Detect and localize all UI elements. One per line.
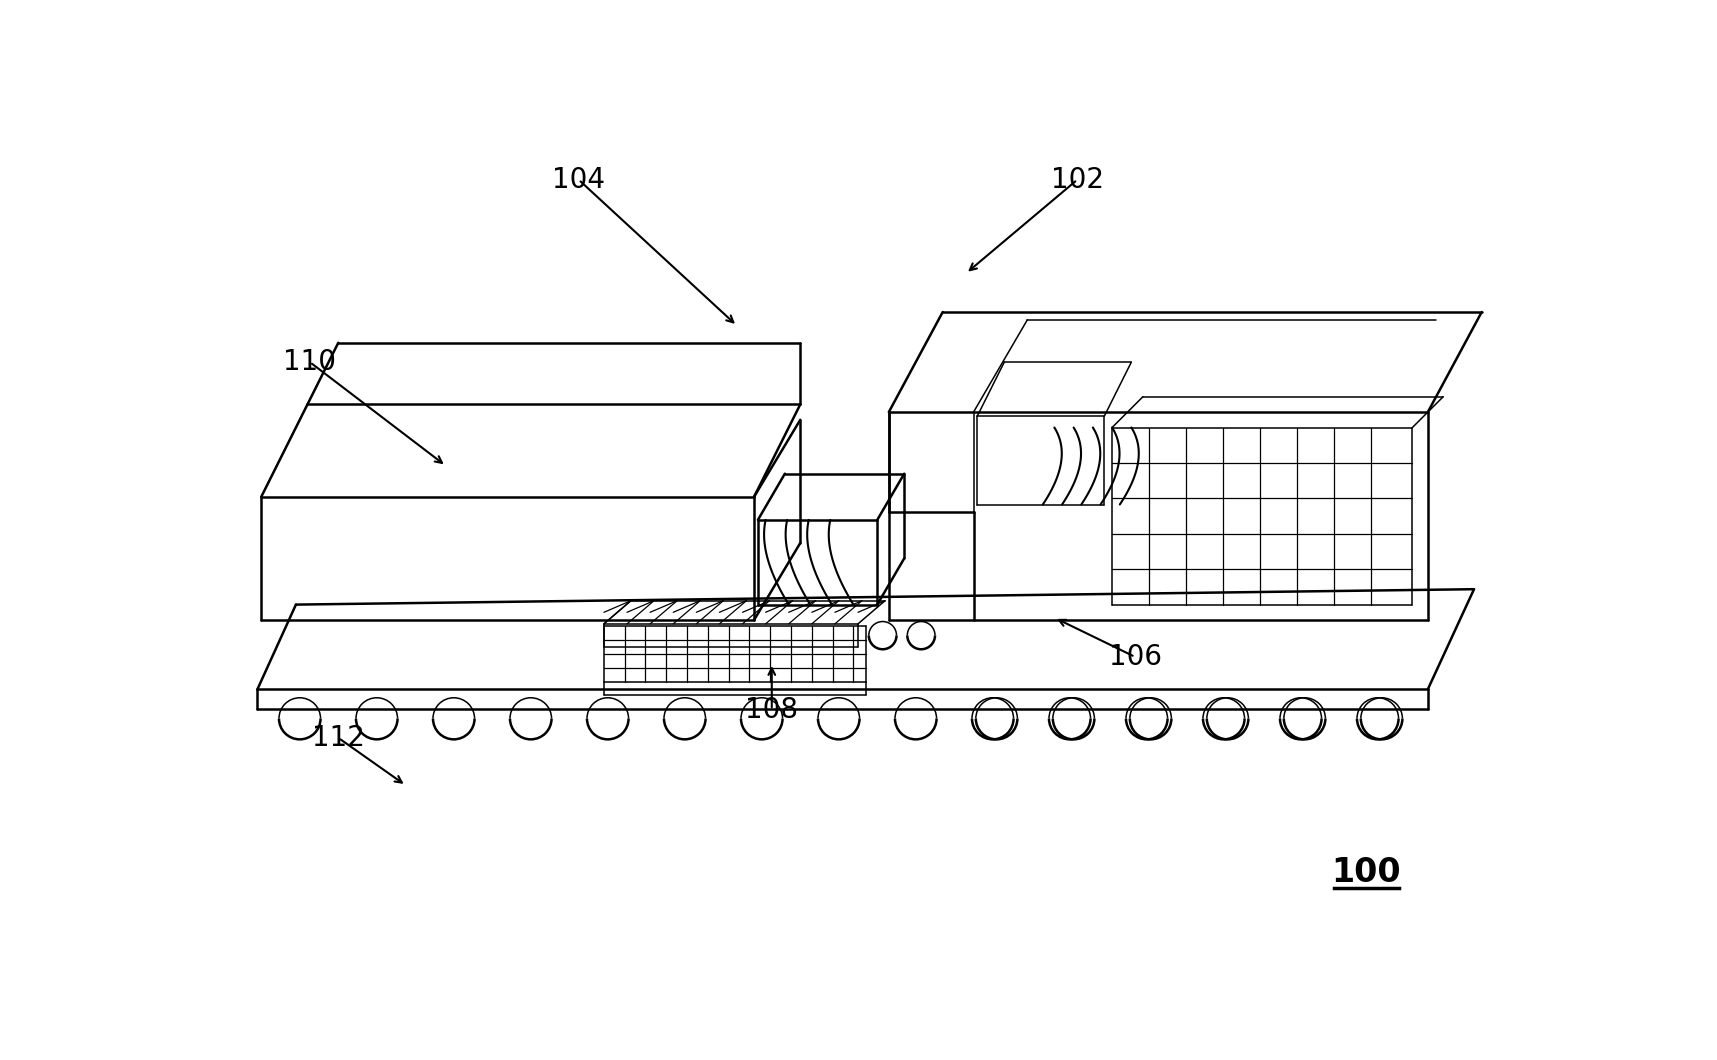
Text: 100: 100 xyxy=(1331,856,1401,889)
Text: 110: 110 xyxy=(283,348,337,376)
Text: 104: 104 xyxy=(551,165,604,194)
Text: 106: 106 xyxy=(1109,643,1162,671)
Text: 112: 112 xyxy=(312,724,364,752)
Text: 108: 108 xyxy=(745,696,798,724)
Text: 102: 102 xyxy=(1051,165,1104,194)
